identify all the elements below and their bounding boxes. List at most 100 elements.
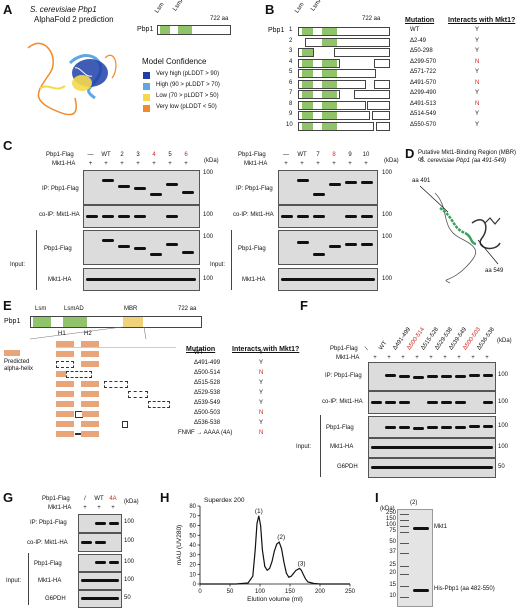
panel-a-length: 722 aa [210, 16, 229, 22]
list-item: Δ539-549 Y [56, 400, 286, 410]
e-mutation-header: Mutation [186, 346, 216, 353]
list-item: Δ536-538 Y [56, 420, 286, 430]
c-right-coip-label: co-IP: Mkt1-HA [233, 212, 274, 218]
plus-sign: + [429, 355, 433, 361]
c-input2-label: Mkt1-HA [48, 277, 72, 283]
c-right-input-label: Input: [210, 262, 226, 268]
legend-title: Model Confidence [142, 57, 207, 66]
mutant-bar [298, 58, 340, 68]
marker-100: 100 [498, 423, 509, 429]
list-item: 8 Δ491-513 N [268, 100, 518, 111]
c-left-input2-blot [83, 268, 200, 291]
i-lane-label: (2) [410, 500, 418, 506]
g-input3-label: G6PDH [45, 596, 66, 602]
mutant-name: Δ50-298 [410, 48, 433, 54]
plus-sign: + [111, 505, 115, 511]
legend-text: Very high (pLDDT > 90) [156, 71, 220, 77]
lane-label: WT [94, 496, 104, 502]
lane-label: 4A [109, 496, 117, 502]
list-item: 7 Δ299-490 Y [268, 89, 518, 100]
plus-sign: + [373, 355, 377, 361]
mutant-name: Δ491-499 [194, 360, 221, 366]
g-mkt-row: + + + [78, 505, 120, 512]
interaction-result: Y [259, 420, 264, 426]
aa-491-label: aa 491 [412, 178, 431, 184]
marker-100: 100 [382, 170, 393, 176]
mutant-name: Δ550-570 [410, 121, 437, 128]
panel-b-length: 722 aa [362, 16, 381, 22]
mutant-number: 4 [289, 58, 293, 65]
confidence-legend: Very high (pLDDT > 90) High (90 > pLDDT … [140, 71, 250, 115]
c-left-coip-blot [83, 205, 200, 228]
interaction-result: N [259, 410, 264, 416]
mutant-bar [298, 27, 390, 36]
plus-sign: + [97, 505, 101, 511]
y-axis-title: mAU (UV280) [176, 525, 183, 565]
interaction-result: Y [475, 90, 480, 96]
marker-100: 100 [124, 538, 135, 544]
x-tick-label: 250 [345, 589, 356, 595]
mutant-number: 10 [286, 121, 293, 128]
f-input1-blot [368, 416, 496, 438]
gel-marker: 250 [385, 510, 396, 516]
list-item: 3 Δ50-298 Y [268, 47, 518, 58]
panel-a-protein-name: Pbp1 [137, 26, 154, 33]
c-right-ip-blot [278, 170, 378, 205]
marker-100: 100 [498, 372, 509, 378]
marker-100: 100 [203, 212, 214, 218]
interaction-result: Y [259, 350, 264, 356]
list-item: 9 Δ514-549 Y [268, 110, 518, 121]
mutant-name: Δ539-549 [194, 400, 221, 406]
helix-legend-swatch [4, 350, 20, 356]
x-tick-label: 100 [255, 589, 266, 595]
helix1-label: H1 [58, 331, 66, 337]
lane-label: — [283, 152, 289, 158]
lane-label: 2 [120, 152, 124, 158]
lane-label: 3 [136, 152, 140, 158]
e-lsmad-label: LsmAD [64, 306, 84, 312]
y-tick-label: 50 [189, 533, 196, 539]
list-item: 4 Δ299-570 N [268, 58, 518, 69]
mutant-bar [298, 79, 366, 89]
panel-a-title-species: S. cerevisiae Pbp1 [30, 5, 97, 14]
legend-text: High (90 > pLDDT > 70) [156, 82, 220, 88]
lane-label: 10 [362, 152, 370, 158]
c-input-label: Input: [10, 262, 26, 268]
g-ip-label: IP: Pbp1-Flag [30, 520, 67, 526]
c-right-lanes: — WT 7 8 9 10 [278, 152, 376, 159]
mutant-list: 1 WT Y 2 Δ2-49 Y 3 Δ50-298 Y 4 Δ299-570 … [268, 26, 518, 131]
marker-100: 100 [124, 519, 135, 525]
legend-item: Very high (pLDDT > 90) [140, 71, 250, 82]
interaction-result: Y [259, 400, 264, 406]
list-item: 5 Δ571-722 Y [268, 68, 518, 79]
his-pbp1-band-label: His-Pbp1 (aa 482-550) [434, 586, 495, 592]
lane-label: WT [101, 152, 111, 158]
plus-sign: + [457, 355, 461, 361]
mutant-name: Δ491-513 [410, 100, 437, 107]
interaction-result: N [259, 370, 264, 376]
lane-label: 8 [332, 152, 336, 158]
c-right-ip-label: IP: Pbp1-Flag [236, 186, 273, 192]
c-left-input1-blot [83, 230, 200, 265]
gel-marker: 100 [385, 522, 396, 528]
list-item: 1 WT Y [268, 26, 518, 37]
x-tick-label: 0 [198, 589, 202, 595]
e-mbr-label: MBR [124, 306, 138, 312]
lane-label: WT [378, 340, 389, 352]
legend-item: Low (70 > pLDDT > 50) [140, 93, 250, 104]
y-tick-label: 0 [193, 582, 197, 588]
mutant-name: Δ536-538 [194, 420, 221, 426]
sds-gel [397, 509, 433, 607]
f-input2-blot [368, 438, 496, 458]
c-coip-label: co-IP: Mkt1-HA [39, 212, 80, 218]
interaction-result: Y [259, 390, 264, 396]
y-tick-label: 30 [189, 553, 196, 559]
panel-a-title-method: AlphaFold 2 prediction [34, 15, 114, 24]
e-interaction-header: Interacts with Mkt1? [232, 346, 300, 353]
plus-sign: + [83, 505, 87, 511]
legend-text: Very low (pLDDT < 50) [156, 104, 217, 110]
panel-b-lsm-label: Lsm [294, 1, 306, 15]
helix-legend-text-1: Predicted [4, 359, 30, 365]
plus-sign: + [332, 161, 336, 167]
list-item: FNMF → AAAA (4A) N [56, 430, 286, 440]
